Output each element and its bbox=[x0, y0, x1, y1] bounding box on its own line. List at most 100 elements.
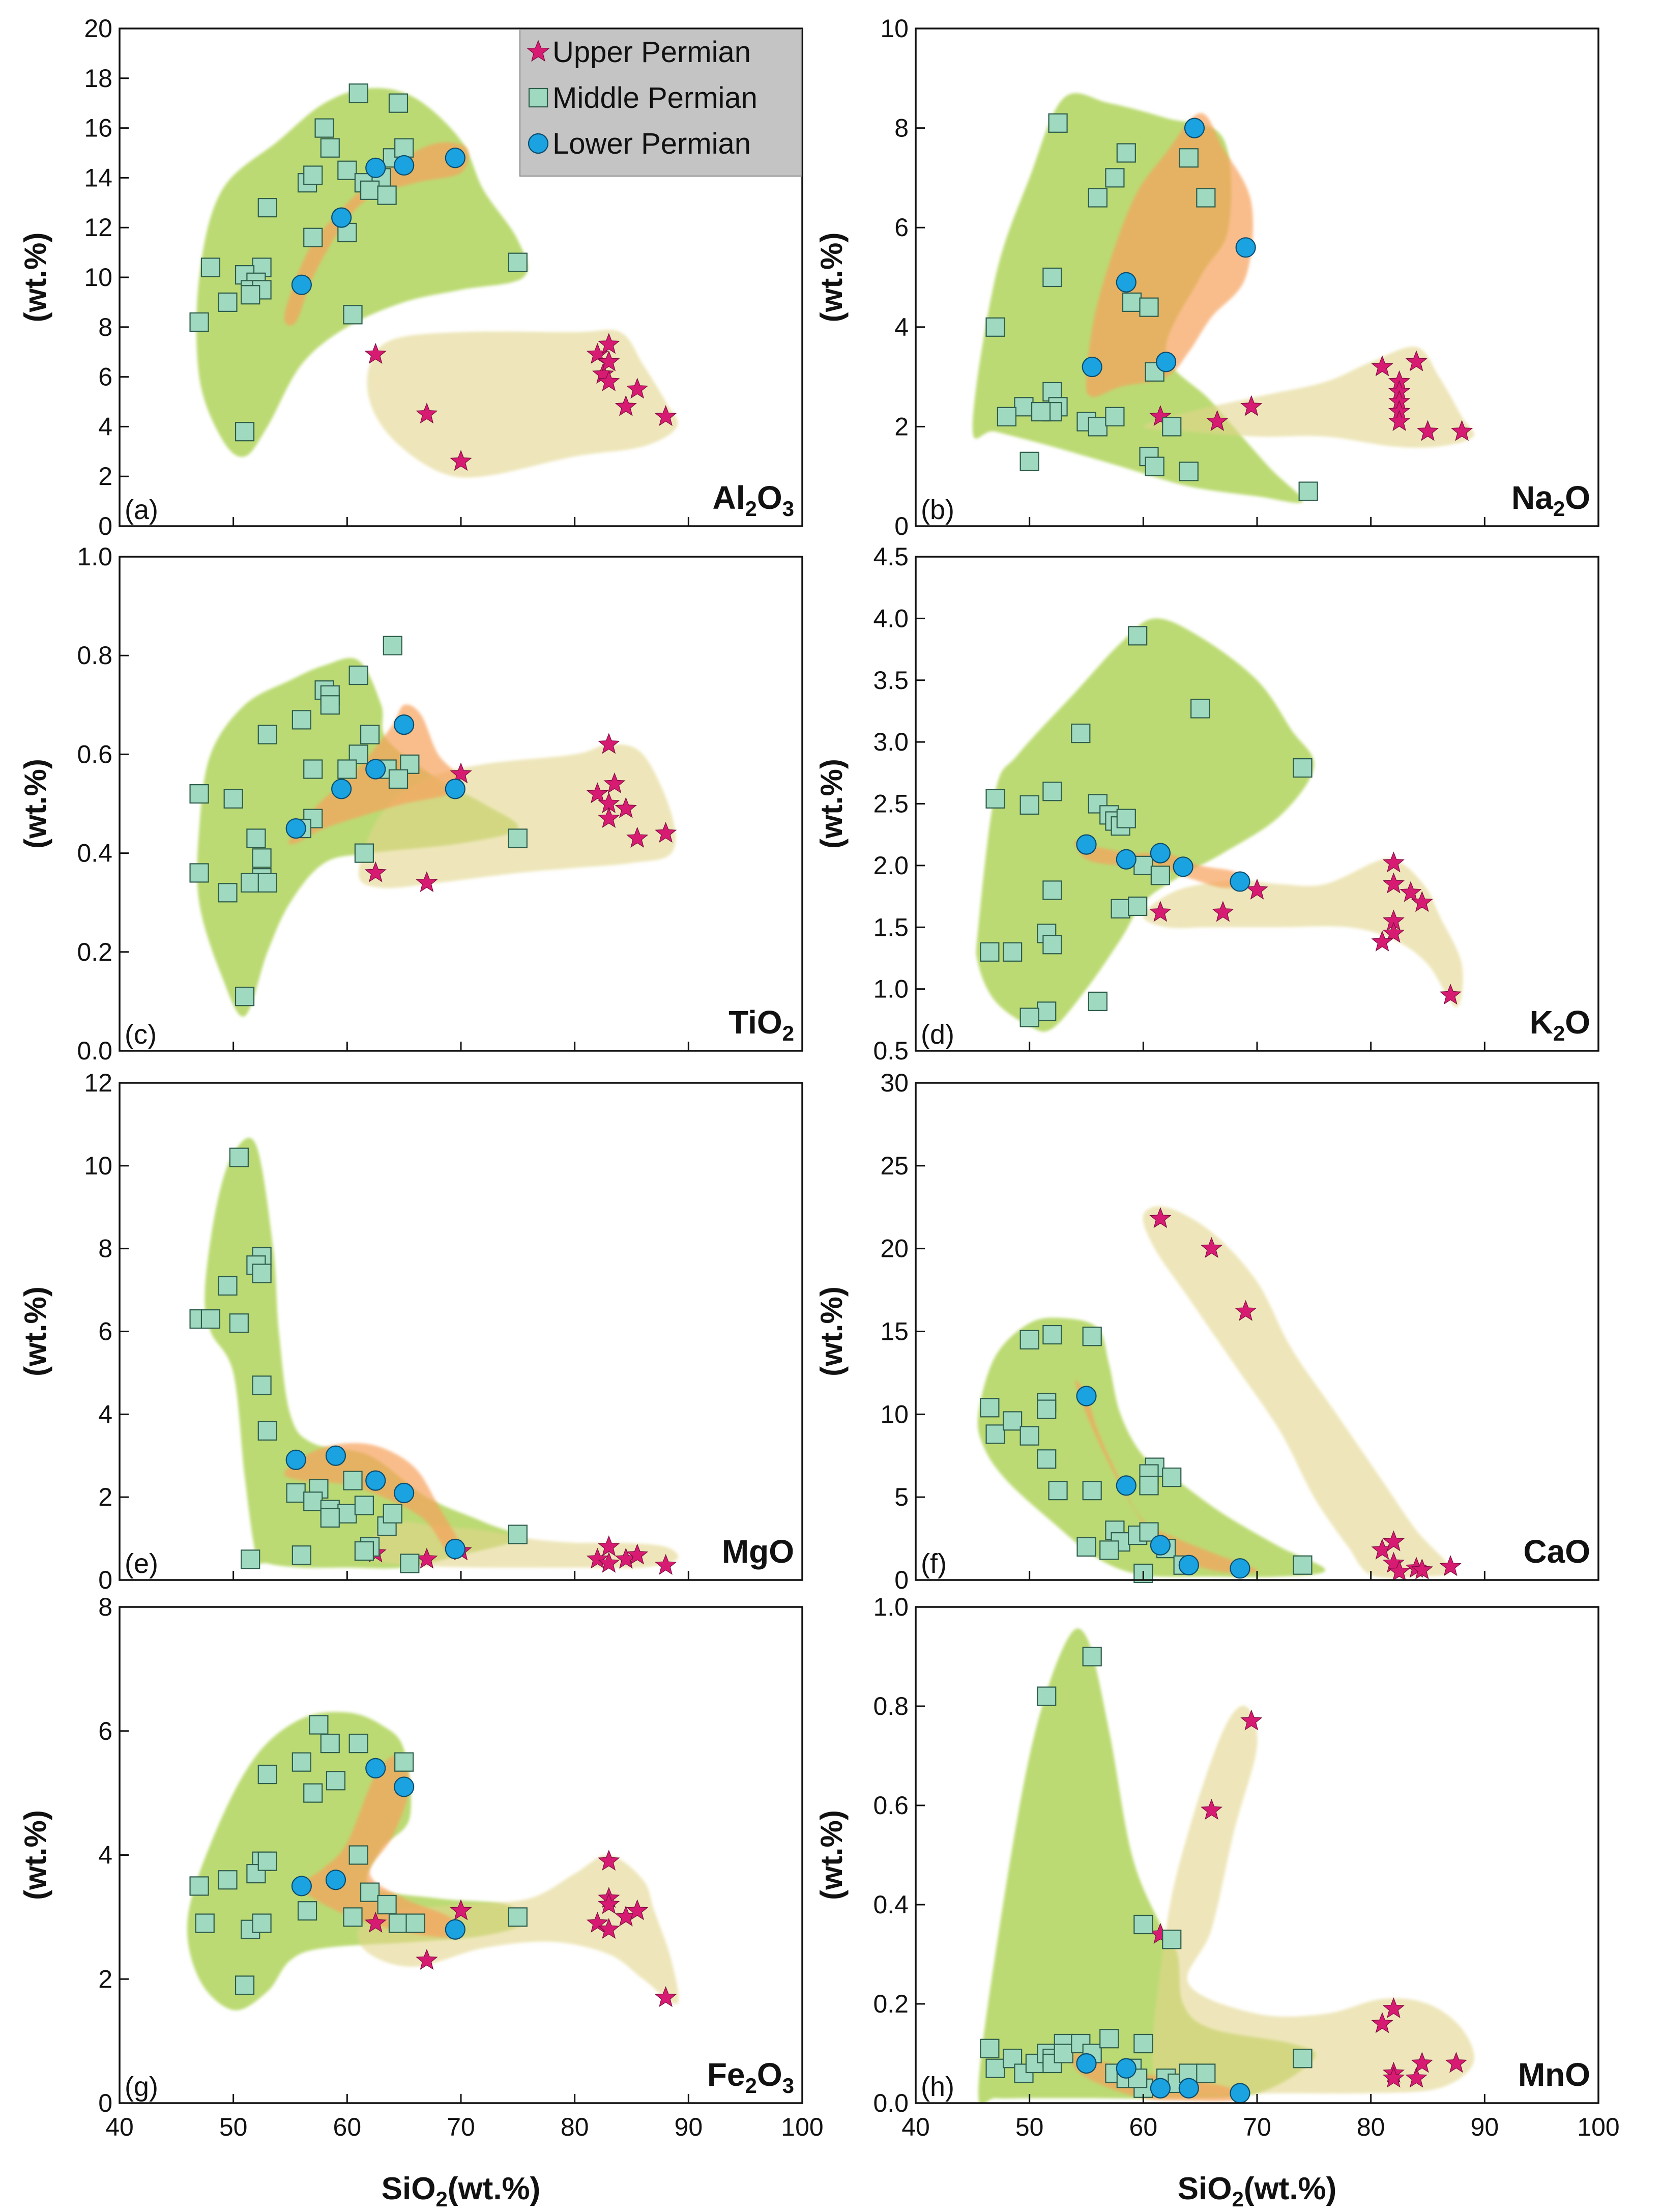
lower-permian-point bbox=[1178, 2078, 1199, 2099]
middle-permian-point bbox=[1099, 1540, 1119, 1560]
y-tick-label: 0 bbox=[98, 1566, 112, 1594]
upper-permian-point bbox=[1411, 2052, 1433, 2073]
y-axis-label: (wt.%) bbox=[814, 759, 849, 849]
middle-permian-point bbox=[1082, 1327, 1102, 1346]
legend-star-marker bbox=[527, 40, 550, 62]
middle-permian-point bbox=[985, 789, 1005, 809]
points-layer bbox=[980, 1207, 1462, 1584]
lower-permian-point bbox=[394, 714, 415, 735]
middle-permian-point bbox=[314, 118, 334, 138]
upper-permian-point bbox=[1246, 878, 1268, 900]
upper-permian-field bbox=[367, 329, 678, 478]
upper-permian-point bbox=[1149, 1207, 1172, 1228]
upper-permian-point bbox=[1201, 1799, 1223, 1820]
upper-permian-point bbox=[598, 807, 620, 828]
upper-permian-point bbox=[1240, 1709, 1263, 1731]
upper-permian-point bbox=[1388, 1560, 1411, 1582]
middle-permian-point bbox=[1293, 2049, 1313, 2069]
panel-label: (h) bbox=[921, 2072, 954, 2102]
middle-permian-field bbox=[197, 658, 518, 1017]
lower-permian-point bbox=[1230, 2083, 1250, 2104]
middle-permian-field bbox=[977, 1317, 1326, 1577]
y-tick-label: 6 bbox=[98, 1317, 112, 1346]
upper-permian-point bbox=[1445, 2052, 1467, 2073]
upper-permian-point bbox=[626, 378, 649, 399]
y-tick-label: 1.0 bbox=[873, 1593, 909, 1621]
lower-permian-point bbox=[1235, 237, 1256, 258]
x-tick-label: 80 bbox=[1357, 2113, 1385, 2141]
lower-permian-point bbox=[1184, 118, 1205, 138]
y-tick-label: 10 bbox=[84, 1152, 112, 1180]
middle-permian-point bbox=[218, 883, 238, 903]
upper-permian-point bbox=[416, 871, 438, 893]
x-tick-label: 100 bbox=[1577, 2113, 1619, 2141]
lower-permian-point bbox=[1116, 272, 1137, 293]
middle-permian-point bbox=[508, 252, 528, 272]
lower-permian-point bbox=[1155, 352, 1177, 372]
middle-permian-point bbox=[1133, 2033, 1153, 2054]
y-tick-label: 0.8 bbox=[77, 641, 112, 670]
middle-permian-point bbox=[1014, 397, 1034, 417]
middle-permian-point bbox=[1048, 1481, 1068, 1501]
middle-permian-point bbox=[394, 138, 414, 158]
upper-permian-field bbox=[1152, 1706, 1474, 2095]
middle-permian-point bbox=[326, 1771, 346, 1791]
upper-permian-point bbox=[598, 370, 620, 391]
y-tick-label: 0.0 bbox=[873, 2089, 909, 2117]
middle-permian-point bbox=[980, 1398, 1000, 1418]
middle-permian-point bbox=[1162, 1467, 1182, 1487]
upper-permian-point bbox=[586, 782, 608, 803]
middle-permian-point bbox=[229, 1147, 249, 1167]
middle-permian-point bbox=[508, 1525, 528, 1544]
upper-permian-point bbox=[626, 826, 649, 848]
x-tick-label: 50 bbox=[219, 2113, 248, 2141]
middle-permian-point bbox=[1179, 462, 1199, 481]
middle-permian-point bbox=[337, 1504, 357, 1524]
upper-permian-point bbox=[598, 1850, 620, 1871]
chart-panel-7: 0 2 4 6 8 40 50 60 70 80 90 100 (wt.%) (g) Fe2O3 SiO2(w… bbox=[18, 1593, 824, 2211]
upper-permian-point bbox=[1388, 410, 1411, 431]
middle-permian-point bbox=[241, 873, 260, 893]
y-tick-label: 1.5 bbox=[873, 913, 909, 941]
upper-permian-field bbox=[1143, 858, 1463, 1008]
middle-permian-point bbox=[246, 828, 266, 848]
middle-permian-point bbox=[218, 1276, 238, 1296]
upper-permian-point bbox=[598, 733, 620, 754]
middle-permian-point bbox=[388, 1913, 409, 1933]
oxide-label: Al2O3 bbox=[713, 479, 795, 521]
lower-permian-point bbox=[365, 1470, 386, 1491]
panel-label: (g) bbox=[125, 2072, 158, 2102]
x-tick-label: 60 bbox=[1129, 2113, 1158, 2141]
lower-permian-point bbox=[445, 148, 465, 168]
lower-permian-point bbox=[394, 1482, 415, 1504]
middle-permian-point bbox=[980, 942, 1000, 962]
points-layer bbox=[985, 113, 1473, 501]
upper-permian-point bbox=[1382, 2066, 1405, 2088]
middle-permian-point bbox=[200, 257, 221, 277]
y-tick-label: 6 bbox=[894, 213, 909, 242]
middle-permian-point bbox=[200, 1309, 221, 1329]
middle-permian-point bbox=[1042, 1325, 1062, 1345]
middle-permian-point bbox=[252, 1375, 272, 1395]
middle-permian-point bbox=[360, 725, 380, 744]
middle-permian-point bbox=[388, 769, 409, 789]
middle-permian-point bbox=[1031, 401, 1051, 422]
y-tick-label: 8 bbox=[894, 114, 909, 142]
x-tick-label: 70 bbox=[1243, 2113, 1271, 2141]
middle-permian-point bbox=[189, 784, 209, 804]
middle-permian-field bbox=[978, 1628, 1316, 2103]
middle-permian-point bbox=[1139, 1476, 1159, 1496]
legend-label: Middle Permian bbox=[552, 81, 757, 114]
oxide-label: Fe2O3 bbox=[707, 2056, 794, 2098]
middle-permian-point bbox=[1128, 896, 1148, 916]
upper-permian-point bbox=[1235, 1300, 1257, 1321]
upper-permian-point bbox=[416, 403, 438, 424]
x-tick-label: 80 bbox=[561, 2113, 589, 2141]
oxide-label: MgO bbox=[722, 1533, 794, 1570]
lower-permian-point bbox=[1076, 834, 1097, 855]
middle-permian-point bbox=[257, 873, 277, 893]
chart-panel-2: 0 2 4 6 8 10 (wt.%) (b) Na2O bbox=[814, 14, 1599, 540]
middle-permian-point bbox=[354, 843, 374, 863]
